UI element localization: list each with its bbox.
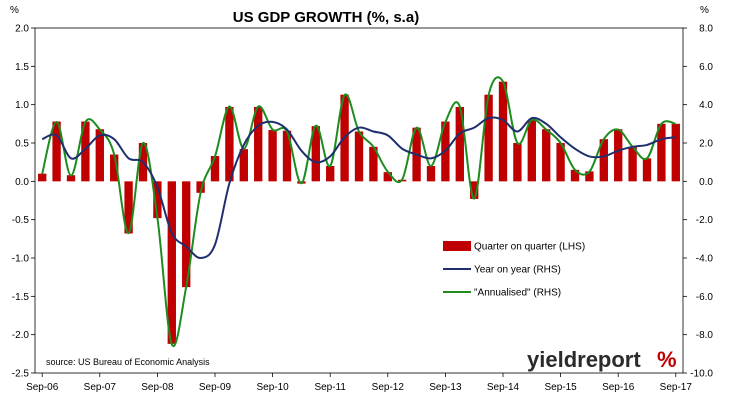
qoq-bar: [167, 181, 176, 344]
left-axis-tick-label: 0.0: [15, 177, 29, 188]
qoq-bar: [455, 106, 464, 182]
x-axis-tick-label: Sep-06: [26, 382, 59, 393]
qoq-bar: [38, 173, 47, 182]
qoq-bar: [585, 171, 594, 182]
legend-label-qoq: Quarter on quarter (LHS): [474, 242, 585, 253]
qoq-bar: [354, 131, 364, 182]
left-axis: 2.0 1.5 1.0 0.5 0.0 -0.5 -1.0 -1.5 -2.0 -2.5: [12, 24, 35, 380]
qoq-bar: [182, 181, 191, 288]
x-axis-tick-label: Sep-17: [660, 382, 693, 393]
qoq-bar: [369, 146, 378, 182]
x-axis-tick-label: Sep-14: [487, 382, 520, 393]
qoq-bar: [542, 129, 551, 182]
x-axis: Sep-06 Sep-07 Sep-08 Sep-09 Sep-10 Sep-11 Sep-…: [26, 373, 692, 393]
qoq-bar: [81, 121, 90, 182]
qoq-bar: [513, 143, 522, 182]
qoq-bar: [95, 129, 104, 182]
qoq-bar: [326, 166, 335, 182]
qoq-bar: [426, 166, 436, 182]
chart-title: US GDP GROWTH (%, s.a): [233, 9, 419, 26]
left-axis-tick-label: -1.5: [12, 292, 30, 303]
x-axis-tick-label: Sep-09: [199, 382, 232, 393]
left-axis-tick-label: -2.5: [12, 369, 30, 380]
right-axis-tick-label: -6.0: [696, 292, 714, 303]
right-axis-tick-label: 2.0: [699, 139, 713, 150]
left-axis-tick-label: -1.0: [12, 254, 30, 265]
right-axis-tick-label: -8.0: [696, 330, 714, 341]
qoq-bar: [657, 123, 666, 182]
logo-percent-symbol: %: [657, 347, 677, 372]
qoq-bar: [484, 94, 493, 182]
qoq-bar: [210, 156, 220, 182]
annualised-line: [41, 76, 677, 348]
right-axis-tick-label: -2.0: [696, 215, 714, 226]
right-axis-tick-label: -4.0: [696, 254, 714, 265]
left-axis-tick-label: 2.0: [15, 24, 29, 35]
qoq-bar: [311, 126, 320, 182]
qoq-bar: [225, 106, 234, 182]
qoq-bar: [153, 181, 162, 219]
legend-label-year-on-year: Year on year (RHS): [474, 265, 561, 276]
yieldreport-logo: yieldreport %: [527, 347, 677, 372]
qoq-bar: [254, 106, 263, 182]
x-axis-tick-label: Sep-07: [84, 382, 117, 393]
left-axis-tick-label: 1.5: [15, 62, 29, 73]
right-axis-tick-label: 0.0: [699, 177, 713, 188]
qoq-bar: [383, 172, 392, 182]
x-axis-tick-label: Sep-15: [544, 382, 577, 393]
quarter-on-quarter-bars: [38, 81, 680, 344]
right-axis-unit: %: [700, 5, 709, 16]
qoq-bar: [570, 169, 580, 182]
year-on-year-line: [41, 116, 676, 259]
qoq-bar: [599, 139, 608, 182]
x-axis-tick-label: Sep-08: [141, 382, 174, 393]
qoq-bar: [52, 121, 61, 182]
qoq-bar: [628, 146, 637, 182]
right-axis-tick-label: 4.0: [699, 100, 713, 111]
left-axis-unit: %: [10, 5, 19, 16]
right-axis-tick-label: -10.0: [690, 369, 713, 380]
qoq-bar: [239, 149, 248, 182]
x-axis-tick-label: Sep-10: [256, 382, 289, 393]
qoq-bar: [124, 181, 133, 234]
qoq-bar: [470, 181, 479, 199]
x-axis-tick-label: Sep-12: [372, 382, 405, 393]
left-axis-tick-label: 0.5: [15, 139, 29, 150]
x-axis-tick-label: Sep-11: [314, 382, 346, 393]
qoq-bar: [196, 181, 205, 193]
right-axis-tick-label: 6.0: [699, 62, 713, 73]
legend-swatch-qoq: [443, 241, 471, 251]
qoq-bar: [614, 129, 623, 182]
left-axis-tick-label: -0.5: [12, 215, 30, 226]
logo-text: yieldreport: [527, 347, 641, 372]
x-axis-tick-label: Sep-13: [429, 382, 462, 393]
qoq-bar: [66, 175, 76, 182]
legend: Quarter on quarter (LHS) Year on year (RH…: [443, 241, 585, 299]
qoq-bar: [498, 81, 508, 182]
source-note: source: US Bureau of Economic Analysis: [46, 357, 210, 367]
legend-label-annualised: "Annualised" (RHS): [474, 288, 561, 299]
qoq-bar: [527, 120, 536, 182]
qoq-bar: [642, 158, 652, 182]
left-axis-tick-label: -2.0: [12, 330, 30, 341]
qoq-bar: [556, 143, 565, 182]
plot-area-frame: [34, 27, 684, 374]
x-axis-tick-label: Sep-16: [602, 382, 635, 393]
qoq-bar: [282, 130, 292, 182]
left-axis-tick-label: 1.0: [15, 100, 29, 111]
right-axis-tick-label: 8.0: [699, 24, 713, 35]
right-axis: 8.0 6.0 4.0 2.0 0.0 -2.0 -4.0 -6.0 -8.0 -10.0: [683, 24, 713, 380]
qoq-bar: [671, 123, 680, 182]
line-series: [41, 76, 677, 348]
qoq-bar: [268, 129, 277, 182]
qoq-bar: [110, 154, 119, 182]
